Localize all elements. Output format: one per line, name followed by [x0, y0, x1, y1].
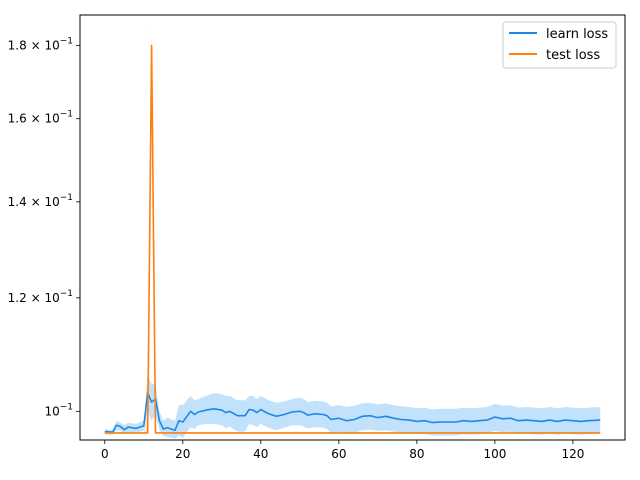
y-tick-label: 1.2 × 10−1 — [8, 289, 73, 305]
x-tick-label: 60 — [331, 447, 346, 461]
learn-loss-line — [104, 392, 601, 433]
x-tick-label: 120 — [561, 447, 584, 461]
y-axis: 10−1 1.2 × 10−1 1.4 × 10−1 1.6 × 10−1 1.8 × … — [8, 36, 80, 418]
x-tick-label: 40 — [253, 447, 268, 461]
y-tick-label: 10−1 — [44, 402, 73, 418]
legend: learn loss test loss — [502, 21, 617, 69]
test-loss-line — [104, 44, 601, 434]
confidence-bands — [104, 28, 601, 439]
plot-area-frame — [79, 14, 626, 441]
test-loss-band — [104, 28, 601, 433]
y-tick-label: 1.4 × 10−1 — [8, 193, 73, 209]
legend-label-learn-loss: learn loss — [546, 27, 608, 42]
legend-label-test-loss: test loss — [546, 48, 600, 63]
learn-loss-band — [104, 375, 601, 439]
x-axis: 0 20 40 60 80 100 120 — [101, 440, 584, 461]
series-lines — [104, 44, 601, 434]
y-tick-label: 1.8 × 10−1 — [8, 36, 73, 52]
x-tick-label: 20 — [175, 447, 190, 461]
y-tick-label: 1.6 × 10−1 — [8, 110, 73, 126]
x-tick-label: 80 — [409, 447, 424, 461]
x-tick-label: 100 — [483, 447, 506, 461]
x-tick-label: 0 — [101, 447, 109, 461]
